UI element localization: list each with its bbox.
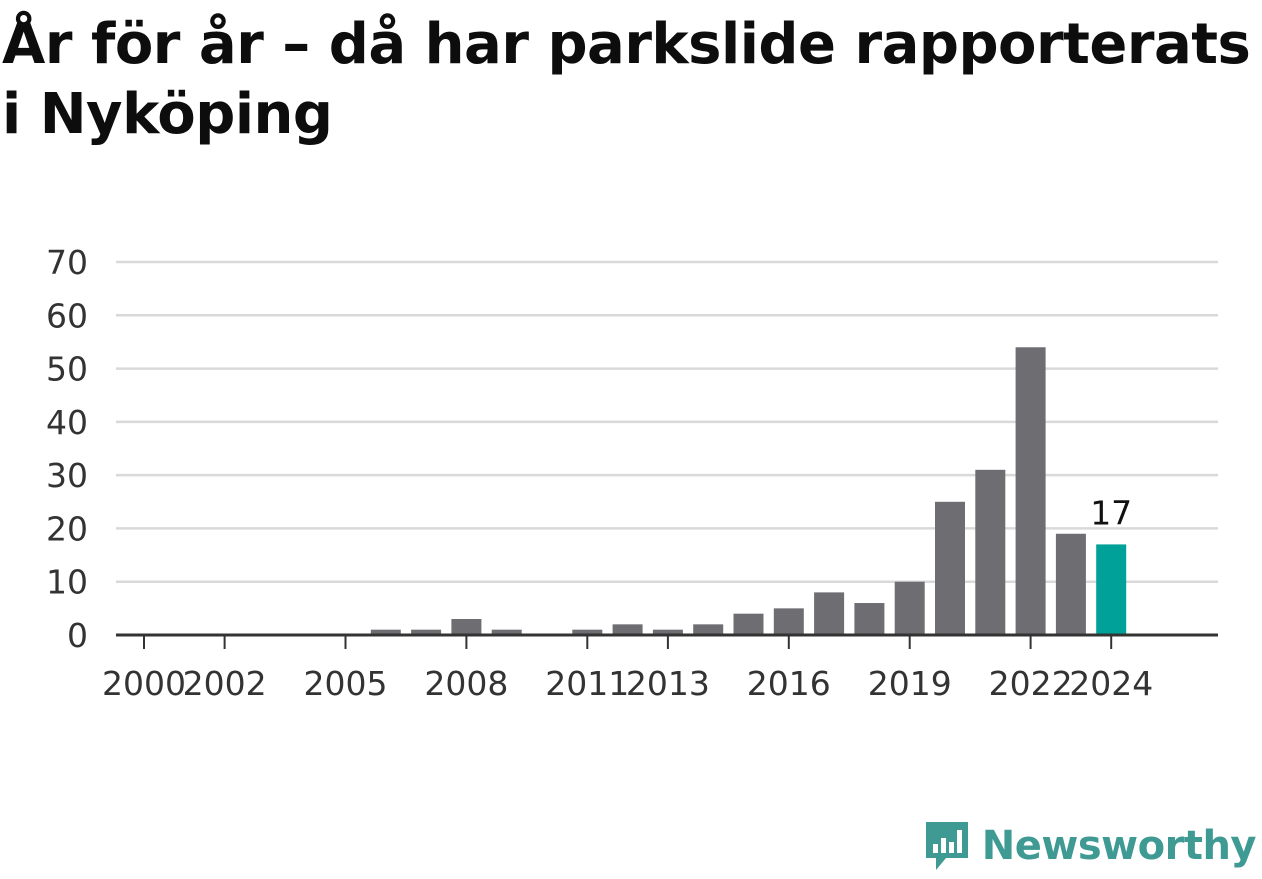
chart-title: År för år – då har parkslide rapporterat… [2, 12, 1251, 147]
x-tick-label: 2024 [1069, 664, 1153, 703]
x-tick-label: 2011 [545, 664, 629, 703]
bar [693, 624, 724, 635]
y-tick-label: 70 [46, 243, 88, 282]
bar [572, 629, 603, 635]
x-tick-label: 2008 [424, 664, 508, 703]
y-tick-label: 50 [46, 350, 88, 389]
x-tick-label: 2013 [626, 664, 710, 703]
data-labels: 17 [1090, 493, 1132, 532]
bar [854, 603, 885, 635]
bar [652, 629, 683, 635]
bar [1055, 533, 1086, 635]
bar [733, 613, 764, 635]
bar [1096, 544, 1127, 635]
y-tick-label: 20 [46, 509, 88, 548]
bar [451, 619, 482, 635]
bars [370, 347, 1127, 635]
bar [773, 608, 804, 635]
x-tick-label: 2016 [747, 664, 831, 703]
x-tick-label: 2005 [304, 664, 388, 703]
bar [935, 501, 965, 635]
bar [1015, 347, 1046, 635]
bar [975, 469, 1006, 635]
bar [411, 629, 442, 635]
newsworthy-logo-icon [925, 822, 968, 870]
highlight-value-label: 17 [1090, 493, 1132, 532]
y-axis-ticks: 0 10 20 30 40 50 60 70 [46, 243, 88, 655]
bar [814, 592, 845, 635]
bar [894, 581, 925, 635]
x-tick-label: 2002 [183, 664, 267, 703]
bar [612, 624, 643, 635]
brand-name: Newsworthy [981, 823, 1257, 869]
y-tick-label: 60 [46, 296, 88, 335]
y-tick-label: 10 [46, 563, 88, 602]
bar [370, 629, 401, 635]
bar [491, 629, 522, 635]
newsworthy-logo: Newsworthy [922, 818, 1257, 874]
x-tick-label: 2000 [102, 664, 186, 703]
grid-lines [116, 260, 1218, 583]
y-tick-label: 40 [46, 403, 88, 442]
y-tick-label: 0 [67, 616, 88, 655]
x-tick-label: 2022 [989, 664, 1073, 703]
x-tick-label: 2019 [868, 664, 952, 703]
y-tick-label: 30 [46, 456, 88, 495]
